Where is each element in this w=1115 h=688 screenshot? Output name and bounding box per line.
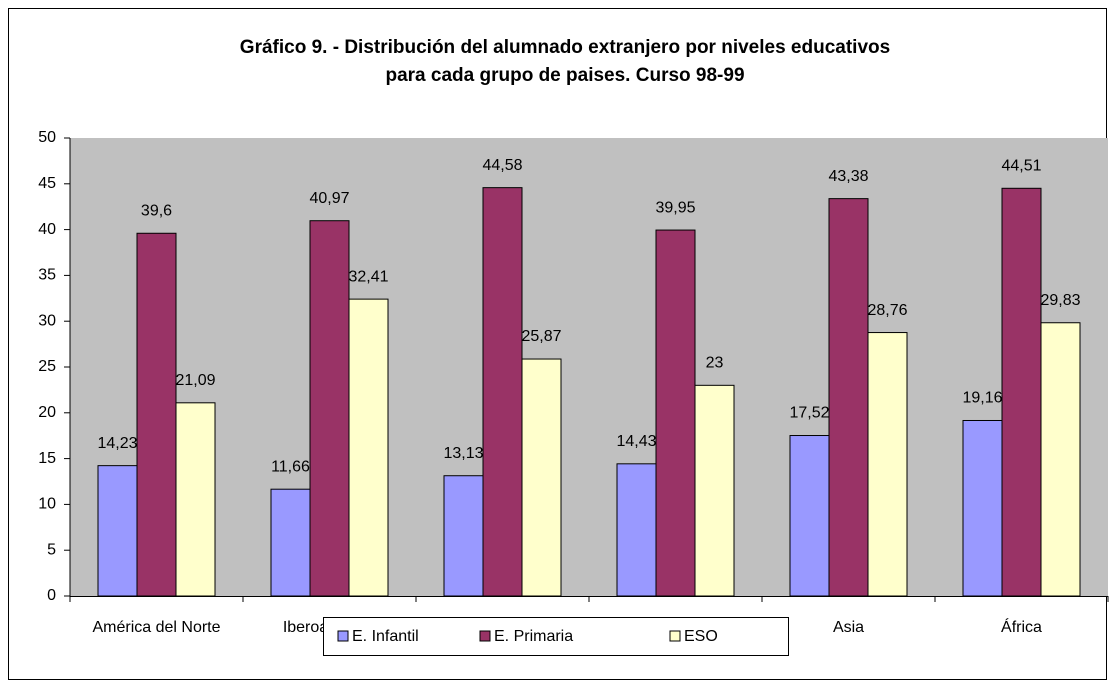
bar — [309, 220, 350, 597]
y-tick-label: 40 — [38, 221, 56, 238]
data-label: 25,87 — [521, 328, 561, 345]
bar — [97, 465, 138, 597]
data-label: 14,23 — [97, 435, 137, 452]
x-tick-label: América del Norte — [92, 619, 220, 636]
data-label: 39,6 — [141, 202, 172, 219]
bar — [270, 488, 311, 597]
data-label: 14,43 — [616, 433, 656, 450]
data-label: 13,13 — [443, 445, 483, 462]
y-tick-label: 10 — [38, 496, 56, 513]
bar — [136, 232, 177, 597]
y-tick-label: 25 — [38, 358, 56, 375]
y-tick-label: 45 — [38, 175, 56, 192]
data-label: 21,09 — [175, 372, 215, 389]
chart-title: Gráfico 9. - Distribución del alumnado e… — [240, 37, 890, 58]
bar — [867, 332, 908, 597]
legend-label: E. Infantil — [352, 628, 419, 645]
bar — [789, 435, 830, 597]
bar — [616, 463, 657, 597]
data-label: 28,76 — [867, 302, 907, 319]
y-tick-label: 50 — [38, 129, 56, 146]
data-label: 17,52 — [789, 405, 829, 422]
y-tick-label: 20 — [38, 404, 56, 421]
chart-title: para cada grupo de paises. Curso 98-99 — [385, 65, 744, 86]
data-label: 32,41 — [348, 268, 388, 285]
bar — [443, 475, 484, 597]
data-label: 44,58 — [482, 157, 522, 174]
legend-swatch — [337, 630, 349, 642]
x-tick-label: Asia — [833, 619, 864, 636]
data-label: 23 — [706, 355, 724, 372]
bar — [962, 419, 1003, 597]
data-label: 44,51 — [1001, 158, 1041, 175]
legend — [323, 617, 789, 656]
y-tick-label: 5 — [47, 541, 56, 558]
bar — [828, 198, 869, 597]
y-tick-label: 35 — [38, 267, 56, 284]
bar — [175, 402, 216, 597]
legend-label: ESO — [684, 628, 718, 645]
bar — [348, 298, 389, 597]
y-tick-label: 30 — [38, 312, 56, 329]
data-label: 39,95 — [655, 199, 695, 216]
data-label: 40,97 — [309, 190, 349, 207]
y-tick-label: 0 — [47, 587, 56, 604]
data-label: 29,83 — [1040, 292, 1080, 309]
plot-area — [70, 138, 1108, 596]
data-label: 43,38 — [828, 168, 868, 185]
data-label: 19,16 — [962, 390, 1002, 407]
legend-label: E. Primaria — [494, 628, 573, 645]
legend-swatch — [479, 630, 491, 642]
bar — [1040, 322, 1081, 597]
data-label: 11,66 — [271, 458, 310, 475]
x-tick-label: África — [1001, 617, 1042, 636]
y-tick-label: 15 — [38, 450, 56, 467]
bar — [482, 187, 523, 597]
bar — [521, 358, 562, 597]
legend-swatch — [669, 630, 681, 642]
bar — [655, 229, 696, 597]
bar — [1001, 187, 1042, 597]
bar — [694, 384, 735, 597]
